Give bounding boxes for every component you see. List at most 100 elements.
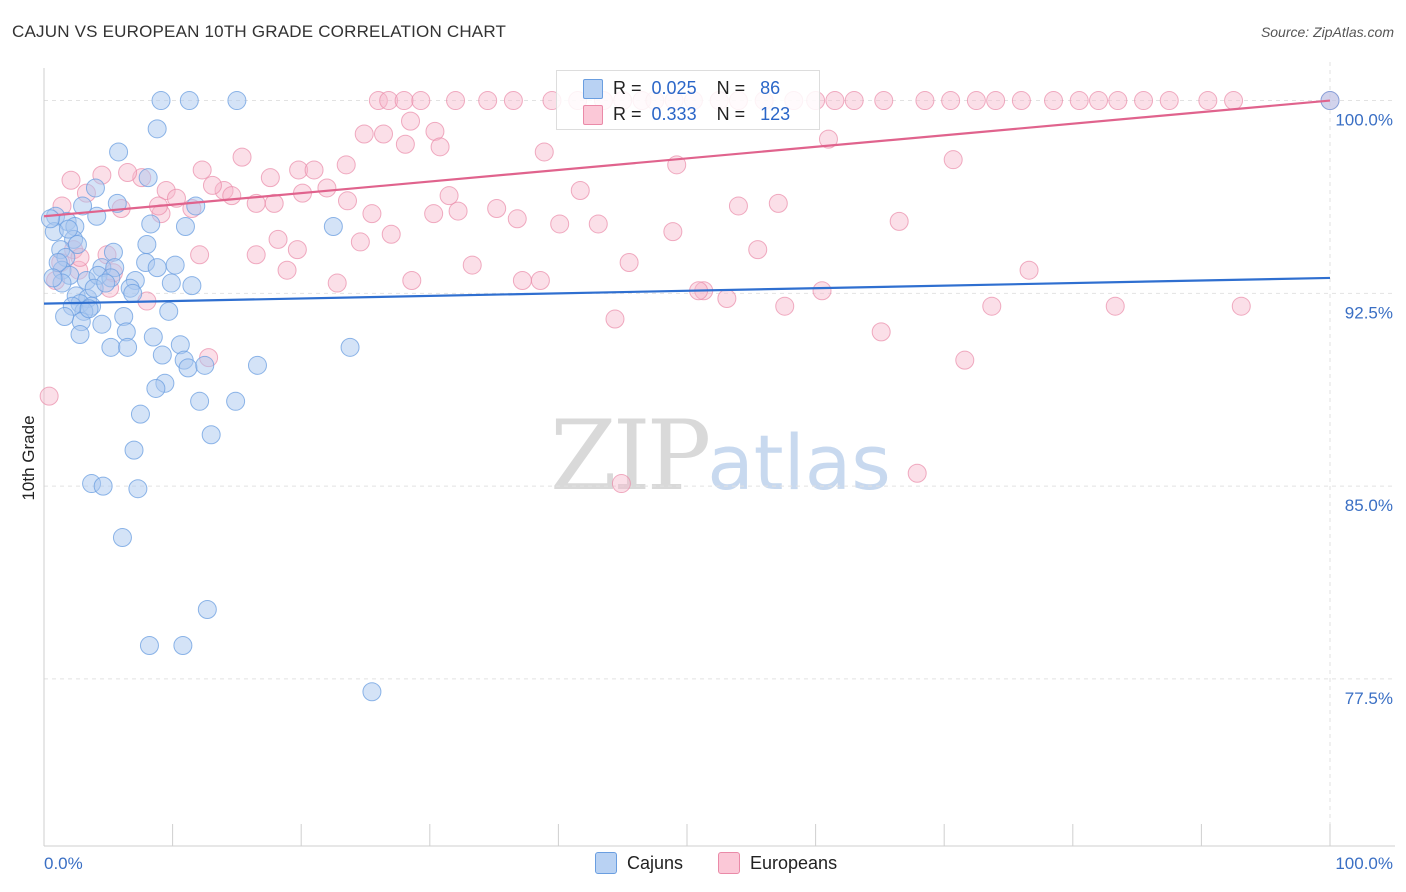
cajun-swatch (583, 79, 603, 99)
cajun-point (323, 217, 343, 237)
european-point (748, 240, 768, 260)
european-point (424, 204, 444, 224)
european-point (362, 204, 382, 224)
european-point (1108, 91, 1128, 111)
cajun-point (130, 404, 150, 424)
european-trend-line (43, 99, 1331, 218)
european-point (943, 150, 963, 170)
cajun-point (152, 345, 172, 365)
european-point (395, 134, 415, 154)
y-tick-label: 100.0% (1335, 111, 1393, 130)
european-point (874, 91, 894, 111)
n-label: N = (716, 77, 746, 98)
european-point (260, 168, 280, 188)
cajun-legend-swatch (595, 852, 617, 874)
european-point (401, 111, 421, 131)
european-point (411, 91, 431, 111)
european-point (915, 91, 935, 111)
cajun-point (141, 214, 161, 234)
cajun-point (146, 378, 166, 398)
x-tick-label: 100.0% (1335, 854, 1393, 873)
cajun-point (197, 600, 217, 620)
european-point (190, 245, 210, 265)
european-point (61, 170, 81, 190)
cajun-point (138, 168, 158, 188)
cajun-point (43, 268, 63, 288)
european-point (534, 142, 554, 162)
cajun-point (151, 91, 171, 111)
cajun-point (128, 479, 148, 499)
european-point (775, 296, 795, 316)
european-point (1134, 91, 1154, 111)
cajun-point (173, 636, 193, 656)
european-point (317, 178, 337, 198)
cajun-point (70, 324, 90, 344)
cajun-trend-line (43, 276, 1331, 305)
cajun-point (226, 391, 246, 411)
european-point (374, 124, 394, 144)
axes (43, 68, 1395, 847)
european-point (268, 229, 288, 249)
cajun-point (55, 306, 75, 326)
correlation-legend: R = 0.025 N = 86 R = 0.333 N = 123 (556, 70, 820, 130)
watermark-zip: ZIP (550, 400, 711, 512)
y-tick-label: 92.5% (1345, 303, 1393, 322)
european-point (448, 201, 468, 221)
legend-cajun-stats: R = 0.025 N = 86 (613, 78, 780, 99)
cajun-point (73, 196, 93, 216)
european-point (462, 255, 482, 275)
r-label: R = (613, 103, 642, 124)
cajun-point (247, 355, 267, 375)
tick-labels: 77.5% 85.0% 92.5% 100.0% 0.0% 100.0% (44, 111, 1393, 873)
cajun-point (182, 276, 202, 296)
european-point (530, 270, 550, 290)
watermark-atlas: atlas (707, 418, 891, 507)
cajun-point (101, 337, 121, 357)
n-label: N = (716, 103, 746, 124)
european-point (1198, 91, 1218, 111)
cajun-point (85, 178, 105, 198)
cajun-points (40, 91, 1340, 702)
cajun-point (179, 91, 199, 111)
european-point (287, 240, 307, 260)
cajun-point (40, 209, 60, 229)
european-point (889, 211, 909, 231)
european-point (1089, 91, 1109, 111)
european-point (717, 288, 737, 308)
cajun-point (178, 358, 198, 378)
y-tick-label: 77.5% (1345, 689, 1393, 708)
european-point (166, 188, 186, 208)
european-point (337, 191, 357, 211)
european-point (156, 181, 176, 201)
european-point (264, 193, 284, 213)
cajun-point (96, 273, 116, 293)
cajun-point (93, 476, 113, 496)
european-point (728, 196, 748, 216)
european-point (1224, 91, 1244, 111)
european-point (982, 296, 1002, 316)
european-point (1044, 91, 1064, 111)
european-point (202, 175, 222, 195)
trend-lines (43, 99, 1331, 305)
european-point (277, 260, 297, 280)
european-point (605, 309, 625, 329)
x-tick-label: 0.0% (44, 854, 83, 873)
european-point (1159, 91, 1179, 111)
european-point (588, 214, 608, 234)
cajun-point (147, 258, 167, 278)
cajun-point (137, 235, 157, 255)
r-label: R = (613, 77, 642, 98)
watermark: ZIPatlas (550, 400, 891, 512)
european-legend-swatch (718, 852, 740, 874)
european-point (439, 186, 459, 206)
source-credit: Source: ZipAtlas.com (1260, 24, 1394, 40)
european-point (663, 222, 683, 242)
european-point (941, 91, 961, 111)
european-point (825, 91, 845, 111)
cajun-point (201, 425, 221, 445)
cajun-point (161, 273, 181, 293)
european-point (619, 252, 639, 272)
cajun-point (186, 196, 206, 216)
european-point (478, 91, 498, 111)
